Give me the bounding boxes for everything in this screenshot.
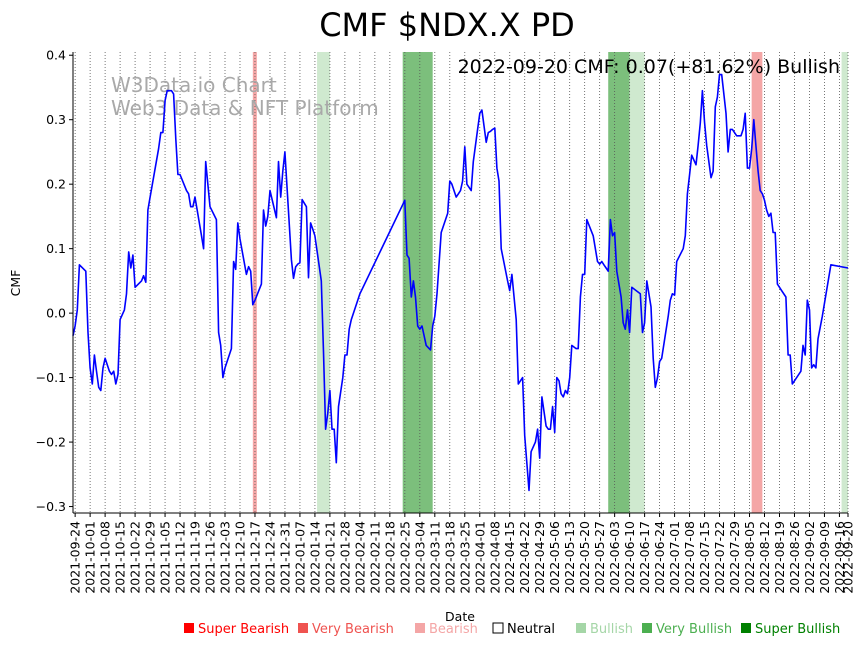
- watermark-line-1: W3Data.io Chart: [111, 73, 277, 97]
- x-tick-label: 2022-05-13: [562, 521, 577, 594]
- x-tick-label: 2022-09-09: [817, 521, 832, 594]
- x-tick-label: 2021-11-05: [158, 521, 173, 594]
- legend-label: Bullish: [590, 622, 633, 637]
- legend-label: Bearish: [429, 622, 478, 637]
- x-tick-label: 2022-08-26: [787, 521, 802, 594]
- x-tick-label: 2021-12-17: [247, 521, 262, 594]
- x-tick-label: 2021-10-22: [128, 521, 143, 594]
- x-tick-label: 2022-07-29: [727, 521, 742, 594]
- x-tick-label: 2021-12-10: [232, 521, 247, 594]
- x-tick-label: 2022-04-22: [517, 521, 532, 594]
- axes: [72, 52, 848, 514]
- x-tick-label: 2021-10-15: [113, 521, 128, 594]
- x-tick-label: 2022-06-10: [622, 521, 637, 594]
- x-tick-label: 2022-04-01: [472, 521, 487, 594]
- x-axis-label: Date: [445, 609, 475, 624]
- band-very_bullish: [402, 52, 433, 513]
- legend-label: Very Bullish: [656, 622, 732, 637]
- y-axis-ticks: −0.3 −0.2 −0.1 0.0 0.1 0.2 0.3 0.4: [36, 48, 73, 514]
- vertical-gridlines: [74, 52, 849, 513]
- y-tick-label: 0.3: [46, 112, 66, 127]
- legend-label: Very Bearish: [312, 622, 394, 637]
- x-tick-label: 2022-01-07: [292, 521, 307, 594]
- x-tick-label: 2022-04-08: [487, 521, 502, 594]
- x-tick-label: 2022-06-24: [652, 521, 667, 594]
- x-tick-label: 2022-05-20: [577, 521, 592, 594]
- legend-swatch: [642, 623, 652, 633]
- x-tick-label: 2022-02-11: [367, 521, 382, 594]
- y-tick-label: 0.4: [46, 48, 66, 63]
- x-axis-ticks: 2021-09-24 2021-10-01 2021-10-08 2021-10-15…: [68, 513, 856, 594]
- legend-swatch: [576, 623, 586, 633]
- x-tick-label: 2022-06-17: [637, 521, 652, 594]
- legend-swatch: [415, 623, 425, 633]
- cmf-series: [72, 73, 849, 492]
- legend: Super Bearish Very Bearish Bearish Neutral B…: [184, 622, 840, 637]
- watermark-line-2: Web3 Data & NFT Platform: [111, 96, 379, 120]
- x-tick-label: 2022-02-25: [397, 521, 412, 594]
- y-tick-label: 0.1: [46, 241, 66, 256]
- x-tick-label: 2022-09-02: [802, 521, 817, 594]
- x-tick-label: 2022-03-11: [427, 521, 442, 594]
- x-tick-label: 2022-09-20: [841, 521, 856, 594]
- y-tick-label: −0.2: [36, 435, 66, 450]
- x-tick-label: 2022-03-18: [442, 521, 457, 594]
- x-tick-label: 2022-07-22: [712, 521, 727, 594]
- legend-label: Neutral: [507, 622, 555, 637]
- x-tick-label: 2022-05-27: [592, 521, 607, 594]
- x-tick-label: 2022-06-03: [607, 521, 622, 594]
- x-tick-label: 2022-07-01: [667, 521, 682, 594]
- x-tick-label: 2021-11-26: [203, 521, 218, 594]
- x-tick-label: 2022-09-16: [832, 521, 847, 594]
- legend-label: Super Bearish: [198, 622, 289, 637]
- legend-swatch: [492, 622, 504, 634]
- legend-swatch: [741, 623, 751, 633]
- status-annotation: 2022-09-20 CMF: 0.07(+81.62%) Bullish: [458, 56, 840, 78]
- x-tick-label: 2022-02-18: [382, 521, 397, 594]
- x-tick-label: 2022-03-25: [457, 521, 472, 594]
- x-tick-label: 2022-08-19: [772, 521, 787, 594]
- band-bullish: [629, 52, 645, 513]
- x-tick-label: 2021-09-24: [68, 521, 83, 594]
- x-tick-label: 2022-07-15: [697, 521, 712, 594]
- band-bearish: [252, 52, 257, 513]
- band-bullish: [317, 52, 330, 513]
- x-tick-label: 2021-12-31: [277, 521, 292, 594]
- x-tick-label: 2021-11-19: [188, 521, 203, 594]
- cmf-line: [72, 73, 849, 492]
- x-tick-label: 2022-08-05: [742, 521, 757, 594]
- y-tick-label: 0.2: [46, 177, 66, 192]
- legend-swatch: [184, 623, 194, 633]
- x-tick-label: 2021-10-08: [98, 521, 113, 594]
- x-tick-label: 2022-04-29: [532, 521, 547, 594]
- y-tick-label: −0.1: [36, 370, 66, 385]
- x-tick-label: 2022-01-14: [307, 521, 322, 594]
- x-tick-label: 2021-10-01: [83, 521, 98, 594]
- x-tick-label: 2021-10-29: [143, 521, 158, 594]
- x-tick-label: 2021-12-03: [218, 521, 233, 594]
- x-tick-label: 2022-03-04: [412, 521, 427, 594]
- y-tick-label: −0.3: [36, 499, 66, 514]
- y-axis-label: CMF: [8, 270, 23, 297]
- chart-title: CMF $NDX.X PD: [319, 6, 575, 44]
- x-tick-label: 2022-05-06: [547, 521, 562, 594]
- x-tick-label: 2022-01-28: [337, 521, 352, 594]
- x-tick-label: 2022-01-21: [322, 521, 337, 594]
- band-bearish: [751, 52, 763, 513]
- x-tick-label: 2022-07-08: [682, 521, 697, 594]
- band-bullish: [841, 52, 848, 513]
- x-tick-label: 2022-04-15: [502, 521, 517, 594]
- x-tick-label: 2022-08-12: [757, 521, 772, 594]
- signal-bands: [252, 52, 848, 513]
- legend-label: Super Bullish: [755, 622, 840, 637]
- x-tick-label: 2021-11-12: [173, 521, 188, 594]
- x-tick-label: 2021-12-24: [262, 521, 277, 594]
- y-tick-label: 0.0: [46, 306, 66, 321]
- x-tick-label: 2022-02-04: [352, 521, 367, 594]
- legend-swatch: [298, 623, 308, 633]
